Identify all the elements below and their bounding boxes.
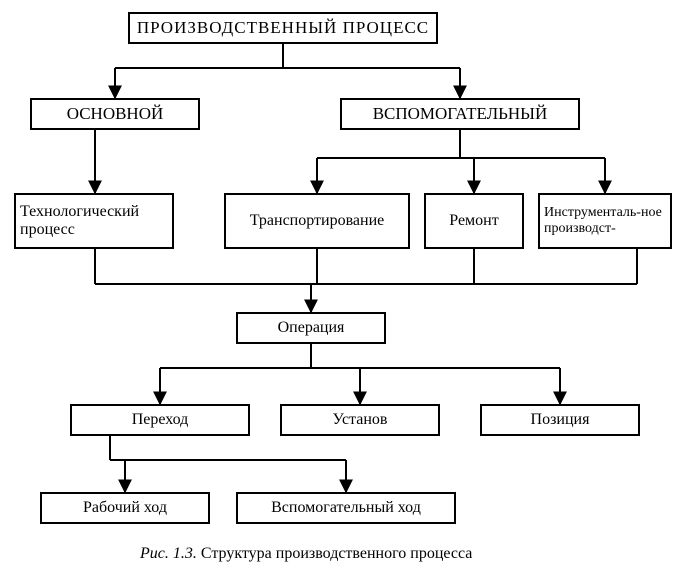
- flowchart-stage: ПРОИЗВОДСТВЕННЫЙ ПРОЦЕСС ОСНОВНОЙ ВСПОМОГА…: [0, 0, 678, 571]
- node-label: ВСПОМОГАТЕЛЬНЫЙ: [346, 104, 574, 124]
- node-label: Транспортирование: [230, 212, 404, 230]
- node-root: ПРОИЗВОДСТВЕННЫЙ ПРОЦЕСС: [128, 12, 438, 44]
- node-label: ПРОИЗВОДСТВЕННЫЙ ПРОЦЕСС: [134, 18, 432, 38]
- node-p1: Переход: [70, 404, 250, 436]
- node-label: Технологический процесс: [20, 203, 168, 240]
- figure-caption: Рис. 1.3. Структура производственного пр…: [140, 545, 472, 563]
- caption-text: Структура производственного процесса: [197, 545, 473, 562]
- node-op: Операция: [236, 312, 386, 344]
- node-label: Вспомогательный ход: [242, 499, 450, 517]
- node-n2: Транспортирование: [224, 193, 410, 249]
- edges-layer: [0, 0, 678, 571]
- node-label: Рабочий ход: [46, 499, 204, 517]
- node-main: ОСНОВНОЙ: [30, 98, 200, 130]
- node-label: Установ: [286, 411, 434, 429]
- node-label: Инструменталь-ное производст-: [544, 205, 666, 237]
- node-n3: Ремонт: [424, 193, 524, 249]
- node-n1: Технологический процесс: [14, 193, 174, 249]
- node-p3: Позиция: [480, 404, 640, 436]
- node-n4: Инструменталь-ное производст-: [538, 193, 672, 249]
- node-r2: Вспомогательный ход: [236, 492, 456, 524]
- node-label: Операция: [242, 319, 380, 337]
- caption-prefix: Рис. 1.3.: [140, 545, 197, 562]
- node-r1: Рабочий ход: [40, 492, 210, 524]
- node-aux: ВСПОМОГАТЕЛЬНЫЙ: [340, 98, 580, 130]
- node-label: Позиция: [486, 411, 634, 429]
- node-label: Переход: [76, 411, 244, 429]
- node-label: ОСНОВНОЙ: [36, 104, 194, 124]
- node-p2: Установ: [280, 404, 440, 436]
- node-label: Ремонт: [430, 212, 518, 230]
